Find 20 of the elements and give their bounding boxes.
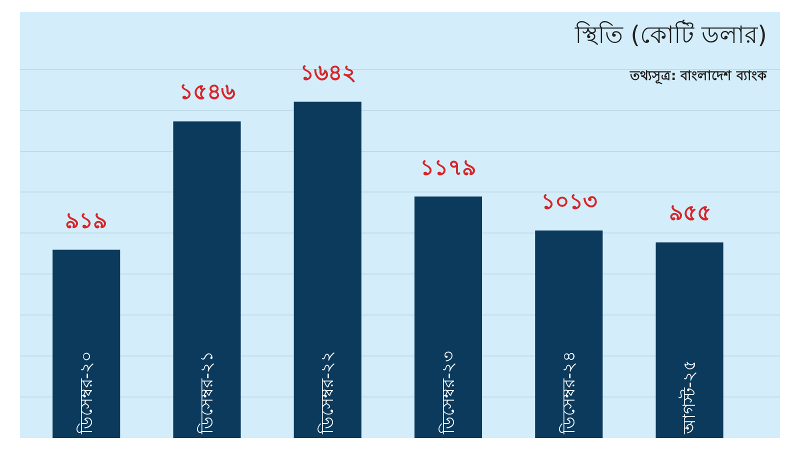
data-label: ৯১৯ xyxy=(65,209,107,234)
data-label: ১৫৪৬ xyxy=(179,80,235,105)
x-tick-label: ডিসেম্বর-২৩ xyxy=(438,350,459,435)
data-label: ১৬৪২ xyxy=(300,61,356,86)
x-tick-label: আগস্ট-২৫ xyxy=(679,360,700,435)
bar xyxy=(535,230,603,438)
data-label: ১১৭৯ xyxy=(420,156,476,181)
bar xyxy=(294,102,362,438)
x-tick-label: ডিসেম্বর-২০ xyxy=(76,350,97,435)
x-tick-label: ডিসেম্বর-২৪ xyxy=(558,350,580,435)
x-tick-label: ডিসেম্বর-২২ xyxy=(317,350,338,435)
x-tick-label: ডিসেম্বর-২১ xyxy=(196,350,218,435)
data-label: ৯৫৫ xyxy=(669,201,711,226)
annotation: তথ্যসূত্র: বাংলাদেশ ব্যাংক xyxy=(629,69,768,85)
bar xyxy=(52,250,120,438)
bar xyxy=(173,121,241,438)
chart-title: স্থিতি (কোটি ডলার) xyxy=(574,20,767,49)
data-label: ১০১৩ xyxy=(541,190,597,215)
bar xyxy=(656,242,724,438)
bar xyxy=(414,196,482,438)
